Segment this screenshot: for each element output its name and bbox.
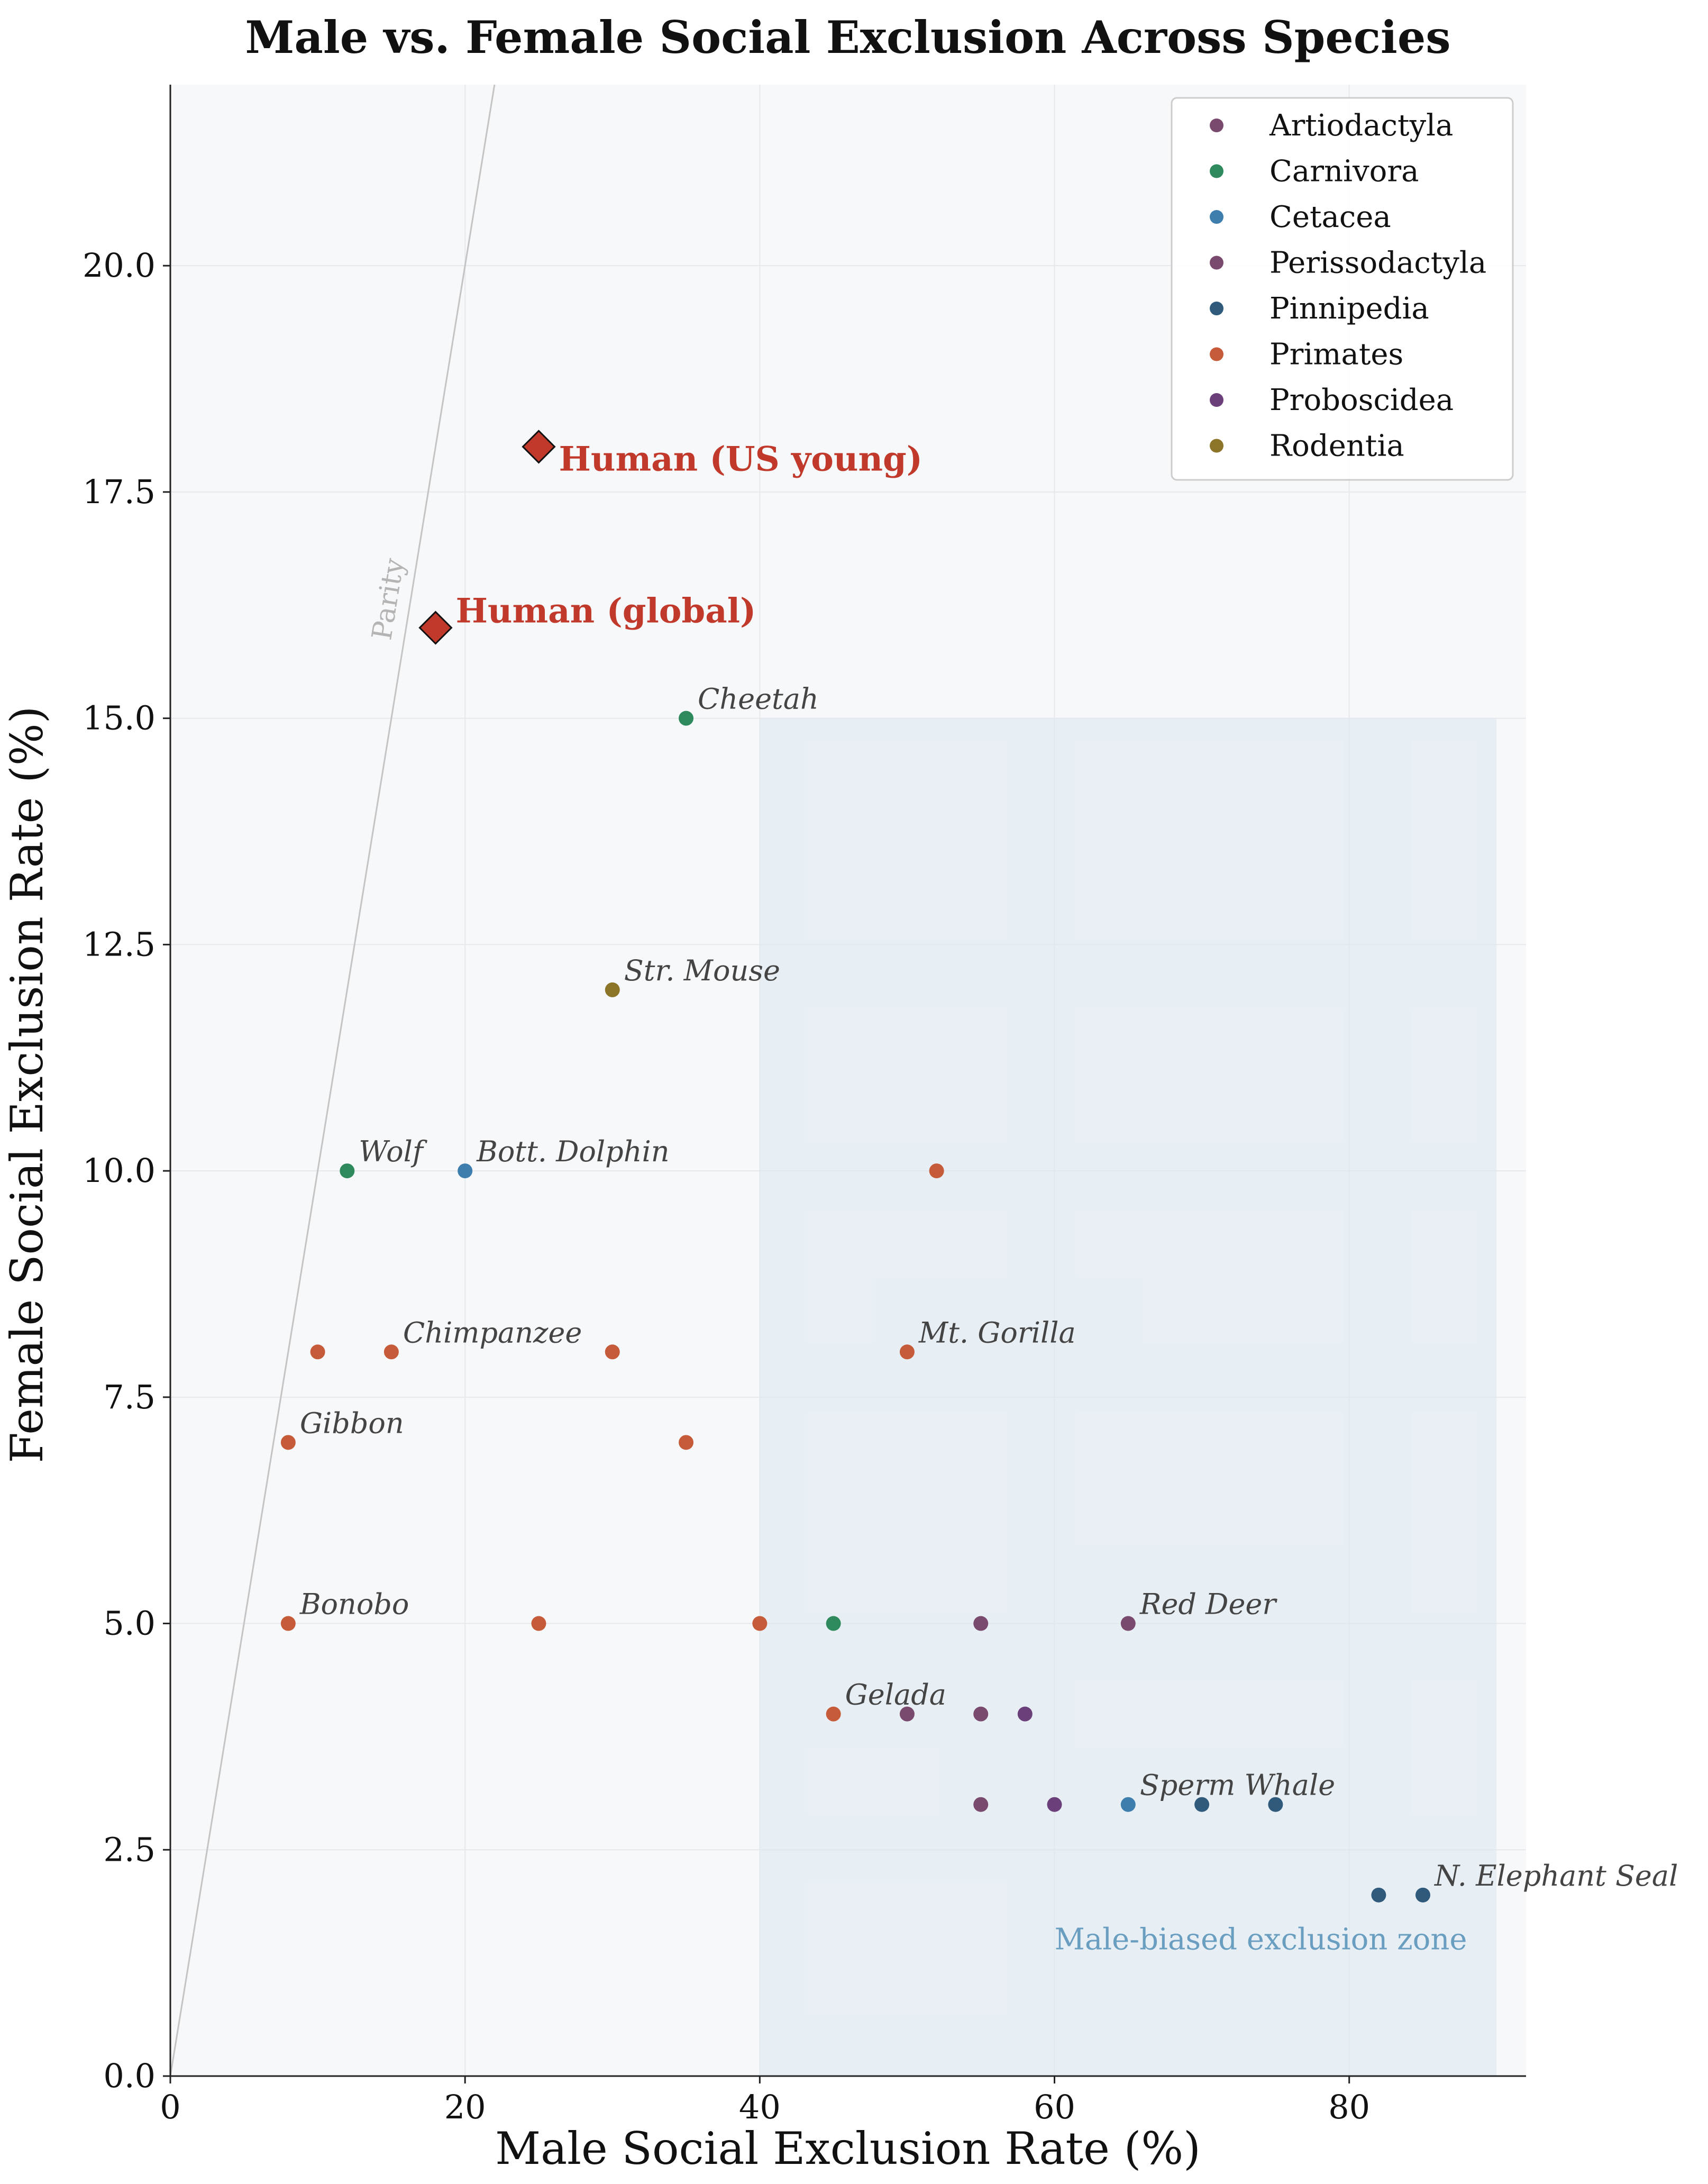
point-artiodactyla — [973, 1616, 989, 1631]
point-rodentia — [605, 982, 620, 997]
point-primates — [605, 1344, 620, 1360]
point-proboscidea — [1017, 1706, 1033, 1722]
legend-label-primates: Primates — [1269, 338, 1403, 372]
point-label-wolf: Wolf — [359, 1135, 427, 1168]
legend-label-rodentia: Rodentia — [1269, 429, 1404, 463]
point-artiodactyla — [973, 1797, 989, 1812]
chart-title: Male vs. Female Social Exclusion Across … — [245, 11, 1450, 63]
point-primates — [929, 1163, 944, 1179]
legend-marker-pinnipedia — [1210, 302, 1223, 315]
highlight-points: Human (US young) Human (global) — [418, 430, 922, 645]
point-label-sperm-whale: Sperm Whale — [1140, 1769, 1335, 1802]
legend-label-cetacea: Cetacea — [1269, 200, 1391, 234]
x-tick-label: 40 — [739, 2088, 781, 2126]
x-tick-label: 20 — [444, 2088, 486, 2126]
point-primates — [752, 1616, 768, 1631]
y-ticks: 0.0 2.5 5.0 7.5 10.0 12.5 15.0 17.5 20.0 — [83, 246, 170, 2095]
point-label-red-deer: Red Deer — [1139, 1588, 1278, 1621]
point-cetacea — [458, 1163, 473, 1179]
y-tick-label: 2.5 — [103, 1830, 156, 1869]
legend-marker-artiodactyla — [1210, 119, 1223, 132]
legend-marker-primates — [1210, 347, 1223, 361]
x-ticks: 0 20 40 60 80 — [160, 2076, 1370, 2126]
point-carnivora — [826, 1616, 841, 1631]
point-primates — [679, 1435, 694, 1450]
y-tick-label: 20.0 — [83, 246, 156, 285]
point-primates — [280, 1616, 296, 1631]
point-pinnipedia — [1268, 1797, 1283, 1812]
point-label-bonobo: Bonobo — [299, 1588, 409, 1621]
legend-marker-perissodactyla — [1210, 256, 1223, 270]
point-carnivora — [679, 711, 694, 726]
point-label-mt-gorilla: Mt. Gorilla — [918, 1316, 1076, 1349]
highlight-label-human-global: Human (global) — [455, 592, 756, 631]
x-axis-label: Male Social Exclusion Rate (%) — [495, 2123, 1201, 2174]
point-label-cheetah: Cheetah — [698, 683, 819, 716]
point-primates — [383, 1344, 399, 1360]
y-tick-label: 10.0 — [83, 1151, 156, 1190]
x-tick-label: 0 — [160, 2088, 180, 2126]
point-pinnipedia — [1371, 1887, 1386, 1903]
highlight-label-human-us-young: Human (US young) — [559, 439, 922, 479]
legend-marker-rodentia — [1210, 439, 1223, 453]
point-label-chimpanzee: Chimpanzee — [403, 1316, 582, 1349]
axes: 0 20 40 60 80 0.0 2.5 5.0 7.5 10.0 12.5 15.0 17.5 20… — [83, 85, 1526, 2126]
highlight-human-global — [418, 611, 453, 645]
y-tick-label: 15.0 — [83, 699, 156, 738]
point-artiodactyla — [899, 1706, 915, 1722]
x-tick-label: 60 — [1034, 2088, 1075, 2126]
point-label-gibbon: Gibbon — [300, 1406, 404, 1440]
point-carnivora — [340, 1163, 355, 1179]
y-tick-label: 0.0 — [103, 2056, 156, 2095]
point-primates — [531, 1616, 546, 1631]
point-primates — [280, 1435, 296, 1450]
point-label-str-mouse: Str. Mouse — [624, 954, 780, 987]
point-proboscidea — [1047, 1797, 1062, 1812]
point-labels: Red Deer Cheetah Wolf Bott. Dolphin Sperm Wh… — [299, 683, 1678, 1892]
point-label-bott-dolphin: Bott. Dolphin — [476, 1135, 669, 1168]
legend-label-pinnipedia: Pinnipedia — [1269, 292, 1429, 326]
y-tick-label: 17.5 — [83, 472, 156, 511]
parity-line — [169, 84, 496, 2077]
y-tick-label: 7.5 — [103, 1378, 156, 1416]
zone-label: Male-biased exclusion zone — [1054, 1922, 1467, 1957]
legend: Artiodactyla Carnivora Cetacea Perissodacty… — [1171, 97, 1514, 481]
point-cetacea — [1120, 1797, 1136, 1812]
point-primates — [826, 1706, 841, 1722]
x-tick-label: 80 — [1328, 2088, 1370, 2126]
legend-marker-cetacea — [1210, 210, 1223, 224]
legend-label-artiodactyla: Artiodactyla — [1269, 108, 1453, 143]
legend-box — [1171, 97, 1514, 481]
y-tick-label: 5.0 — [103, 1604, 156, 1643]
point-artiodactyla — [973, 1706, 989, 1722]
y-tick-label: 12.5 — [83, 925, 156, 963]
data-points — [280, 711, 1430, 1903]
point-primates — [310, 1344, 325, 1360]
point-artiodactyla — [1120, 1616, 1136, 1631]
male-biased-zone — [760, 718, 1497, 2077]
legend-marker-carnivora — [1210, 164, 1223, 178]
point-label-gelada: Gelada — [845, 1678, 946, 1712]
point-primates — [899, 1344, 915, 1360]
point-label-n-elephant-seal: N. Elephant Seal — [1433, 1859, 1678, 1892]
point-pinnipedia — [1415, 1887, 1430, 1903]
point-pinnipedia — [1194, 1797, 1210, 1812]
legend-marker-proboscidea — [1210, 393, 1223, 407]
legend-label-carnivora: Carnivora — [1269, 154, 1419, 189]
y-axis-label: Female Social Exclusion Rate (%) — [1, 706, 53, 1463]
highlight-human-us-young — [522, 430, 556, 464]
legend-label-proboscidea: Proboscidea — [1269, 383, 1454, 417]
legend-label-perissodactyla: Perissodactyla — [1269, 246, 1486, 280]
